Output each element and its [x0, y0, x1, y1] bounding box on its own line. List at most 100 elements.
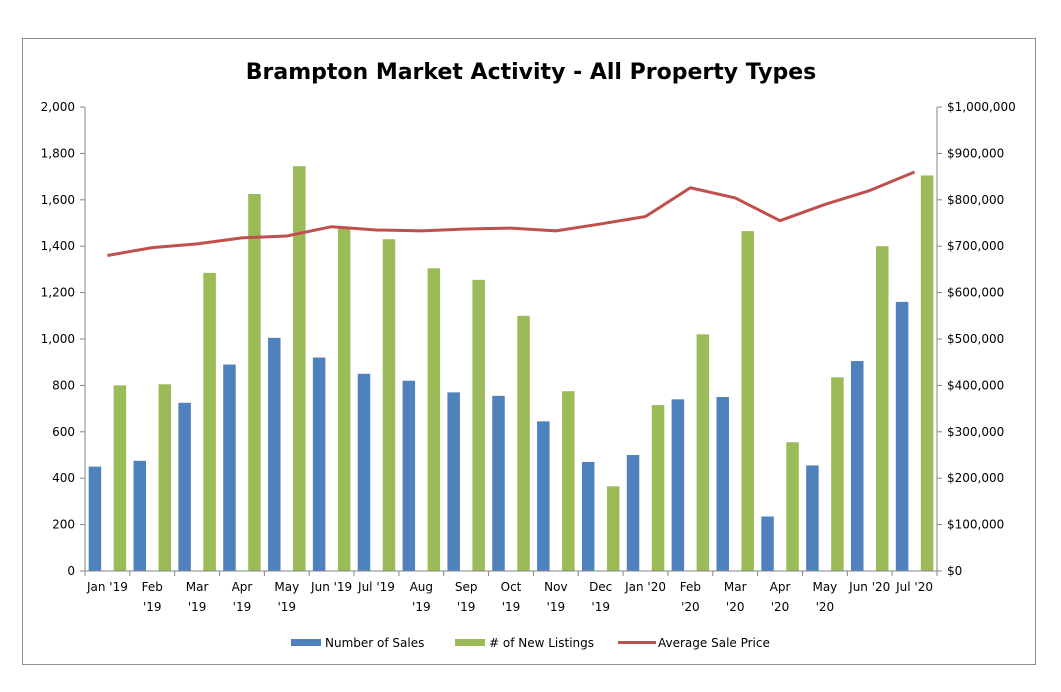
- right-tick-label: $200,000: [947, 471, 1004, 485]
- x-tick-label: May: [812, 580, 837, 594]
- x-tick-label: Apr: [770, 580, 791, 594]
- right-tick-label: $300,000: [947, 425, 1004, 439]
- new-listings-bar: [741, 231, 754, 571]
- left-axis-ticks: 0 200 400 600 800 1,000 1,200 1,400 1,600 1,800 2,…: [41, 100, 85, 578]
- sales-bar: [626, 455, 640, 571]
- sales-bar: [761, 516, 774, 571]
- x-tick-label: Mar: [186, 580, 209, 594]
- x-tick-label: Jun '19: [310, 580, 352, 594]
- sales-bar: [178, 402, 191, 571]
- left-tick-label: 1,400: [41, 239, 75, 253]
- x-tick-label: Jul '20: [895, 580, 933, 594]
- x-tick-label: '19: [457, 600, 476, 614]
- right-tick-label: $800,000: [947, 193, 1004, 207]
- new-listings-bar: [696, 334, 710, 571]
- x-tick-label: Dec: [589, 580, 612, 594]
- x-tick-label: Feb: [142, 580, 163, 594]
- legend-label: # of New Listings: [489, 636, 594, 650]
- new-listings-bar: [337, 227, 351, 571]
- right-tick-label: $400,000: [947, 378, 1004, 392]
- x-tick-label: '19: [502, 600, 521, 614]
- x-tick-label: '19: [143, 600, 162, 614]
- new-listings-bar: [293, 166, 306, 571]
- x-tick-label: '19: [233, 600, 252, 614]
- x-tick-label: Oct: [501, 580, 522, 594]
- x-tick-label: '20: [816, 600, 835, 614]
- sales-bar: [581, 461, 595, 571]
- bar-series: [88, 166, 934, 572]
- sales-bar: [312, 357, 326, 571]
- x-tick-label: Mar: [724, 580, 747, 594]
- new-listings-bar: [248, 194, 261, 571]
- left-tick-label: 2,000: [41, 100, 75, 114]
- new-listings-bar: [472, 279, 485, 571]
- sales-bar: [537, 421, 550, 571]
- left-tick-label: 1,800: [41, 146, 75, 160]
- sales-bar: [133, 460, 147, 571]
- sales-bar: [671, 399, 685, 571]
- line-series: [107, 170, 916, 257]
- right-axis-ticks: $0 $100,000 $200,000 $300,000 $400,000 $500,0…: [937, 100, 1016, 578]
- right-tick-label: $900,000: [947, 146, 1004, 160]
- x-tick-label: Feb: [680, 580, 701, 594]
- new-listings-bar: [562, 391, 575, 571]
- chart-canvas: Brampton Market Activity - All Property …: [41, 60, 1016, 650]
- new-listings-bar: [651, 405, 665, 571]
- sales-bar: [223, 364, 236, 571]
- x-tick-label: '19: [412, 600, 431, 614]
- new-listings-bar: [920, 175, 934, 571]
- sales-bar: [716, 397, 729, 571]
- left-tick-label: 400: [52, 471, 75, 485]
- x-tick-label: '19: [591, 600, 610, 614]
- sales-bar: [357, 373, 371, 571]
- right-tick-label: $1,000,000: [947, 100, 1016, 114]
- x-tick-label: May: [274, 580, 299, 594]
- new-listings-bar: [517, 315, 530, 571]
- sales-bar: [402, 380, 416, 571]
- new-listings-bar: [427, 268, 441, 571]
- x-tick-label: Jul '19: [357, 580, 395, 594]
- right-tick-label: $500,000: [947, 332, 1004, 346]
- x-tick-label: '19: [278, 600, 297, 614]
- left-tick-label: 200: [52, 518, 75, 532]
- left-tick-label: 800: [52, 378, 75, 392]
- sales-bar: [492, 395, 505, 571]
- legend-swatch: [455, 639, 485, 646]
- new-listings-bar: [113, 385, 127, 571]
- new-listings-bar: [158, 384, 172, 571]
- left-tick-label: 600: [52, 425, 75, 439]
- x-tick-label: '20: [726, 600, 745, 614]
- legend: Number of Sales # of New Listings Average …: [291, 636, 770, 650]
- x-tick-label: '19: [188, 600, 207, 614]
- sales-bar: [806, 465, 819, 571]
- new-listings-bar: [831, 377, 844, 571]
- x-axis-labels: Jan '19 Feb '19 Mar '19 Apr '19 May '19 Jun '19 Ju…: [86, 580, 933, 614]
- x-tick-label: Nov: [544, 580, 567, 594]
- x-tick-label: '20: [681, 600, 700, 614]
- x-tick-label: '20: [771, 600, 790, 614]
- sales-bar: [88, 466, 102, 571]
- legend-label: Average Sale Price: [658, 636, 770, 650]
- new-listings-bar: [786, 442, 799, 571]
- sales-bar: [447, 392, 460, 571]
- left-tick-label: 1,000: [41, 332, 75, 346]
- x-tick-label: '19: [547, 600, 566, 614]
- legend-swatch: [291, 639, 321, 646]
- axes: [84, 107, 938, 576]
- left-tick-label: 1,200: [41, 286, 75, 300]
- left-tick-label: 0: [67, 564, 75, 578]
- right-tick-label: $0: [947, 564, 962, 578]
- x-tick-label: Aug: [410, 580, 433, 594]
- average-sale-price-line: [107, 170, 916, 257]
- chart-frame: Brampton Market Activity - All Property …: [22, 38, 1036, 665]
- sales-bar: [268, 337, 281, 571]
- right-tick-label: $700,000: [947, 239, 1004, 253]
- legend-label: Number of Sales: [325, 636, 424, 650]
- right-tick-label: $100,000: [947, 518, 1004, 532]
- x-tick-label: Apr: [232, 580, 253, 594]
- sales-bar: [895, 301, 909, 571]
- x-tick-label: Jun '20: [848, 580, 890, 594]
- new-listings-bar: [606, 486, 620, 571]
- left-tick-label: 1,600: [41, 193, 75, 207]
- right-tick-label: $600,000: [947, 286, 1004, 300]
